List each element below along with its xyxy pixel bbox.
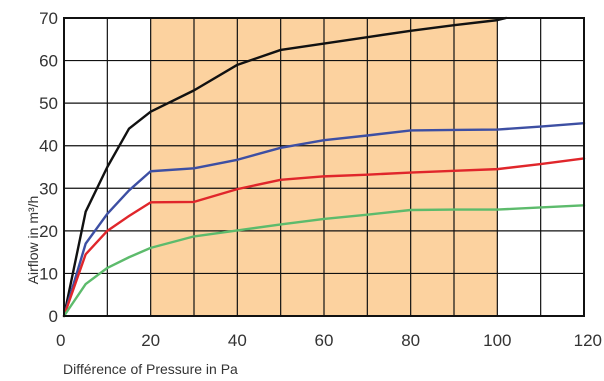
x-tick-labels: 0 20 40 60 80 100 120 xyxy=(56,331,602,350)
y-tick-label: 10 xyxy=(39,264,58,283)
y-tick-labels: 0 10 20 30 40 50 60 70 xyxy=(39,9,58,326)
x-tick-label: 60 xyxy=(315,331,334,350)
grid-layer xyxy=(64,18,584,316)
series-line-1 xyxy=(62,16,508,318)
x-axis-title: Différence of Pressure in Pa xyxy=(63,361,238,377)
series-line-4 xyxy=(62,204,586,318)
x-tick-label: 20 xyxy=(141,331,160,350)
y-tick-label: 50 xyxy=(39,94,58,113)
x-tick-label: 0 xyxy=(56,331,65,350)
y-tick-label: 70 xyxy=(39,9,58,28)
series-line-2 xyxy=(62,121,586,318)
y-tick-label: 30 xyxy=(39,179,58,198)
y-tick-label: 40 xyxy=(39,137,58,156)
x-tick-label: 120 xyxy=(574,331,602,350)
plot-frame xyxy=(63,17,585,317)
x-tick-label: 100 xyxy=(483,331,511,350)
x-tick-label: 80 xyxy=(401,331,420,350)
y-axis-title: Airflow in m³/h xyxy=(25,196,41,285)
series-line-3 xyxy=(62,157,586,318)
x-tick-label: 40 xyxy=(228,331,247,350)
y-tick-label: 60 xyxy=(39,52,58,71)
series-layer xyxy=(62,16,586,318)
y-tick-label: 20 xyxy=(39,222,58,241)
y-tick-label: 0 xyxy=(49,307,58,326)
